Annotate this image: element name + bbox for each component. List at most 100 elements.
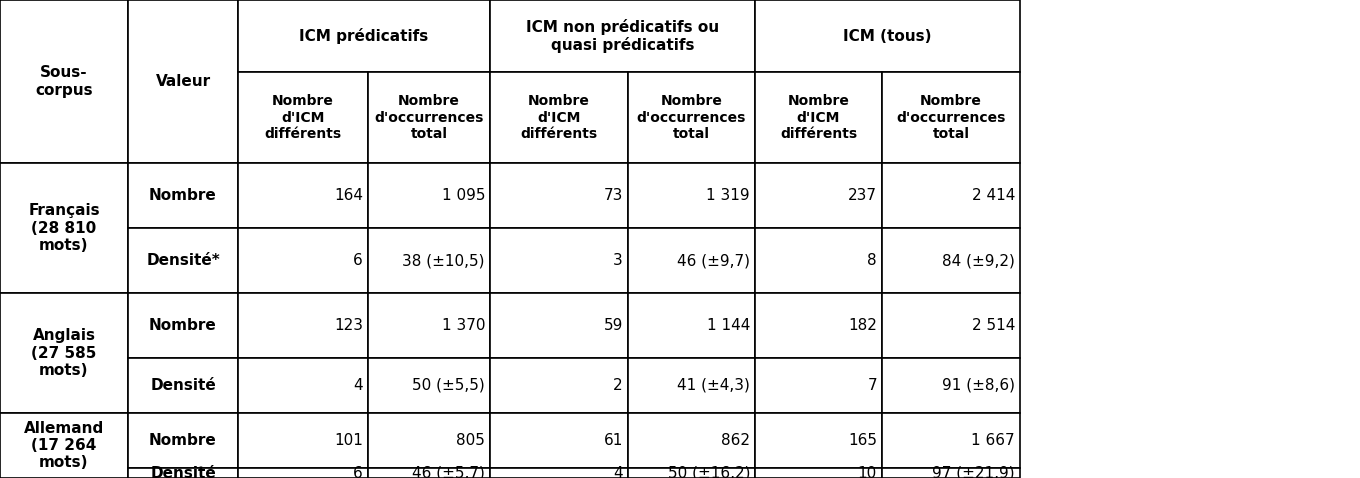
Bar bbox=[883, 228, 1020, 293]
Bar bbox=[490, 163, 628, 228]
Bar bbox=[883, 163, 1020, 228]
Text: 1 144: 1 144 bbox=[707, 318, 749, 333]
Text: Densité: Densité bbox=[150, 466, 216, 478]
Text: Anglais
(27 585
mots): Anglais (27 585 mots) bbox=[31, 328, 97, 378]
Text: Nombre
d'ICM
différents: Nombre d'ICM différents bbox=[521, 94, 597, 141]
Bar bbox=[238, 413, 369, 468]
Bar bbox=[628, 72, 755, 163]
Bar bbox=[128, 468, 238, 478]
Text: 10: 10 bbox=[858, 466, 877, 478]
Bar bbox=[0, 163, 128, 293]
Text: 237: 237 bbox=[849, 188, 877, 203]
Text: 6: 6 bbox=[354, 466, 363, 478]
Bar bbox=[628, 413, 755, 468]
Text: 8: 8 bbox=[868, 253, 877, 268]
Bar bbox=[238, 72, 369, 163]
Text: 46 (±5,7): 46 (±5,7) bbox=[412, 466, 486, 478]
Bar bbox=[755, 468, 883, 478]
Bar bbox=[755, 163, 883, 228]
Text: Nombre
d'ICM
différents: Nombre d'ICM différents bbox=[779, 94, 857, 141]
Bar bbox=[128, 0, 238, 163]
Bar bbox=[0, 293, 128, 413]
Text: 2 414: 2 414 bbox=[971, 188, 1015, 203]
Text: 1 095: 1 095 bbox=[442, 188, 486, 203]
Bar bbox=[369, 468, 490, 478]
Text: 7: 7 bbox=[868, 378, 877, 393]
Text: Allemand
(17 264
mots): Allemand (17 264 mots) bbox=[24, 421, 105, 470]
Text: 101: 101 bbox=[335, 433, 363, 448]
Text: 164: 164 bbox=[335, 188, 363, 203]
Bar bbox=[490, 293, 628, 358]
Text: 2 514: 2 514 bbox=[971, 318, 1015, 333]
Text: 1 667: 1 667 bbox=[971, 433, 1015, 448]
Bar bbox=[238, 358, 369, 413]
Bar bbox=[490, 358, 628, 413]
Text: 84 (±9,2): 84 (±9,2) bbox=[942, 253, 1015, 268]
Text: 165: 165 bbox=[849, 433, 877, 448]
Bar bbox=[755, 0, 1020, 72]
Bar bbox=[128, 413, 238, 468]
Text: Sous-
corpus: Sous- corpus bbox=[35, 65, 92, 98]
Bar bbox=[628, 228, 755, 293]
Text: 123: 123 bbox=[335, 318, 363, 333]
Text: Densité: Densité bbox=[150, 378, 216, 393]
Text: 97 (±21,9): 97 (±21,9) bbox=[933, 466, 1015, 478]
Bar bbox=[755, 293, 883, 358]
Text: 59: 59 bbox=[604, 318, 623, 333]
Text: 38 (±10,5): 38 (±10,5) bbox=[403, 253, 486, 268]
Text: Nombre: Nombre bbox=[150, 188, 216, 203]
Bar bbox=[755, 358, 883, 413]
Text: 1 370: 1 370 bbox=[442, 318, 486, 333]
Text: Nombre
d'ICM
différents: Nombre d'ICM différents bbox=[264, 94, 341, 141]
Bar bbox=[628, 293, 755, 358]
Bar bbox=[369, 163, 490, 228]
Bar bbox=[238, 163, 369, 228]
Text: 2: 2 bbox=[613, 378, 623, 393]
Bar bbox=[628, 468, 755, 478]
Text: 1 319: 1 319 bbox=[706, 188, 749, 203]
Bar bbox=[490, 72, 628, 163]
Text: Français
(28 810
mots): Français (28 810 mots) bbox=[29, 203, 99, 253]
Text: 6: 6 bbox=[354, 253, 363, 268]
Text: Nombre: Nombre bbox=[150, 433, 216, 448]
Bar bbox=[238, 468, 369, 478]
Bar bbox=[883, 413, 1020, 468]
Bar bbox=[883, 293, 1020, 358]
Text: Valeur: Valeur bbox=[155, 74, 211, 89]
Text: Nombre: Nombre bbox=[150, 318, 216, 333]
Bar bbox=[0, 0, 128, 163]
Text: 3: 3 bbox=[613, 253, 623, 268]
Bar bbox=[628, 163, 755, 228]
Text: Nombre
d'occurrences
total: Nombre d'occurrences total bbox=[374, 94, 484, 141]
Bar bbox=[490, 228, 628, 293]
Bar bbox=[369, 413, 490, 468]
Text: 862: 862 bbox=[721, 433, 749, 448]
Text: Nombre
d'occurrences
total: Nombre d'occurrences total bbox=[896, 94, 1005, 141]
Text: ICM prédicatifs: ICM prédicatifs bbox=[299, 28, 428, 44]
Text: 61: 61 bbox=[604, 433, 623, 448]
Bar bbox=[883, 358, 1020, 413]
Bar bbox=[490, 0, 755, 72]
Bar bbox=[238, 293, 369, 358]
Text: 805: 805 bbox=[456, 433, 486, 448]
Text: 41 (±4,3): 41 (±4,3) bbox=[677, 378, 749, 393]
Text: 50 (±16,2): 50 (±16,2) bbox=[668, 466, 749, 478]
Bar bbox=[128, 163, 238, 228]
Bar bbox=[128, 228, 238, 293]
Bar bbox=[369, 293, 490, 358]
Bar bbox=[490, 468, 628, 478]
Text: ICM non prédicatifs ou
quasi prédicatifs: ICM non prédicatifs ou quasi prédicatifs bbox=[526, 19, 719, 54]
Bar bbox=[883, 72, 1020, 163]
Bar bbox=[128, 358, 238, 413]
Bar bbox=[490, 413, 628, 468]
Text: 4: 4 bbox=[354, 378, 363, 393]
Bar bbox=[238, 228, 369, 293]
Text: Densité*: Densité* bbox=[146, 253, 220, 268]
Bar bbox=[628, 358, 755, 413]
Text: 50 (±5,5): 50 (±5,5) bbox=[412, 378, 486, 393]
Bar bbox=[369, 358, 490, 413]
Text: 91 (±8,6): 91 (±8,6) bbox=[942, 378, 1015, 393]
Text: ICM (tous): ICM (tous) bbox=[843, 29, 932, 43]
Bar bbox=[369, 228, 490, 293]
Text: 46 (±9,7): 46 (±9,7) bbox=[677, 253, 749, 268]
